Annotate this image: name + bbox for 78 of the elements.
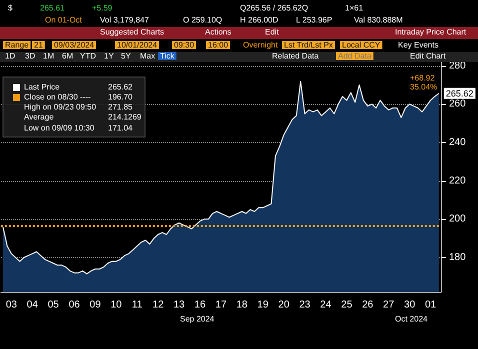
x-tick-label: 25 — [341, 300, 353, 310]
text: H 266.00D — [240, 16, 278, 24]
annotation: Average — [24, 112, 54, 122]
x-tick-label: 09 — [90, 300, 102, 310]
y-tick-label: 240 — [449, 137, 466, 148]
x-tick-label: 17 — [215, 300, 227, 310]
text: Actions — [205, 28, 232, 36]
text: 09:30 — [174, 40, 195, 50]
text: Vol 3,179,847 — [100, 16, 150, 24]
x-tick-label: 10 — [110, 300, 122, 310]
x-tick-label: 19 — [257, 300, 269, 310]
y-tick-label: 180 — [449, 252, 466, 263]
text: Range — [5, 40, 30, 50]
text: +5.59 — [92, 4, 113, 12]
y-tick-label: 220 — [449, 175, 466, 186]
annotation: Low on 09/09 10:30 — [24, 124, 95, 132]
x-tick-label: 23 — [299, 300, 311, 310]
text: L 253.96P — [296, 16, 332, 24]
y-tick-label: 260 — [449, 98, 466, 110]
text: Edit Chart — [410, 52, 446, 60]
text: Sep 2024 — [180, 314, 215, 324]
annotation: High on 09/23 09:50 — [24, 102, 97, 112]
data-label: 265.62 — [446, 88, 474, 98]
x-tick-label: 06 — [68, 300, 80, 310]
x-tick-label: 30 — [404, 300, 416, 310]
text: Suggested Charts — [100, 28, 164, 36]
text: 21 — [34, 40, 44, 50]
text: Max — [140, 52, 156, 60]
text: Related Data — [272, 52, 320, 60]
text: Edit — [265, 28, 280, 36]
y-tick-label: 200 — [449, 214, 466, 225]
annotation: 171.04 — [108, 124, 134, 132]
x-tick-label: 18 — [236, 300, 248, 310]
text: Local CCY — [342, 40, 381, 50]
text: Q265.56 / 265.62Q — [240, 4, 308, 12]
annotation: Close on 08/30 ---- — [24, 92, 92, 102]
text: Val 830.888M — [354, 16, 404, 24]
annotation: 271.85 — [108, 102, 134, 112]
x-tick-label: 04 — [26, 300, 38, 310]
annotation: 35.04% — [410, 82, 438, 92]
text: On 01-Oct — [45, 16, 83, 24]
text: 6M — [62, 52, 74, 60]
text: $ — [8, 4, 13, 12]
text: Key Events — [398, 40, 438, 50]
text: 16:00 — [208, 40, 229, 50]
text: Oct 2024 — [395, 314, 428, 324]
text: 10/01/2024 — [117, 40, 158, 50]
text: YTD — [80, 52, 96, 60]
text: Intraday Price Chart — [395, 28, 467, 36]
annotation: Last Price — [24, 82, 60, 92]
text: 265.61 — [40, 4, 66, 12]
text: 1×61 — [345, 4, 364, 12]
text: O 259.10Q — [183, 16, 222, 24]
text: Tick — [160, 52, 176, 60]
annotation: 214.1269 — [108, 112, 142, 122]
annotation: +68.92 — [410, 74, 436, 82]
x-tick-label: 27 — [383, 300, 395, 310]
x-tick-label: 05 — [48, 300, 60, 310]
text: 1Y — [104, 52, 114, 60]
x-tick-label: 13 — [173, 300, 186, 310]
x-tick-label: 11 — [132, 300, 143, 310]
text: 5Y — [121, 52, 132, 60]
annotation: 265.62 — [108, 82, 134, 92]
x-tick-label: 24 — [320, 300, 332, 310]
x-tick-label: 12 — [152, 300, 164, 310]
x-tick-label: 20 — [278, 300, 290, 310]
x-tick-label: 26 — [362, 300, 374, 310]
x-tick-label: 03 — [6, 300, 18, 310]
text: 1M — [43, 52, 54, 60]
text: Lst Trd/Lst Px — [284, 40, 333, 50]
text: 09/03/2024 — [54, 40, 95, 50]
text: 3D — [25, 52, 36, 60]
x-tick-label: 01 — [424, 300, 437, 310]
annotation: 196.70 — [108, 92, 134, 102]
text: 1D — [5, 52, 16, 60]
text: Overnight — [243, 40, 278, 50]
text: Add Data — [338, 52, 372, 60]
x-tick-label: 16 — [194, 300, 206, 310]
